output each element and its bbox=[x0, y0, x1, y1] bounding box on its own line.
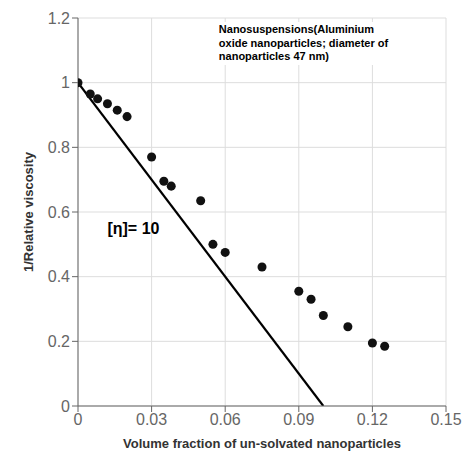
html-text:[η]= 10: [η]= 10 bbox=[107, 219, 160, 237]
svg-text:Volume fraction of un-solvated: Volume fraction of un-solvated nanoparti… bbox=[123, 436, 401, 451]
svg-text:0.06: 0.06 bbox=[210, 411, 241, 428]
svg-text:1/Relative viscosity: 1/Relative viscosity bbox=[21, 151, 36, 272]
html-text:Nanosuspensions(Aluminium oxid: Nanosuspensions(Aluminium oxide nanopart… bbox=[218, 22, 389, 63]
svg-text:0.15: 0.15 bbox=[430, 411, 461, 428]
svg-text:0.8: 0.8 bbox=[48, 139, 70, 156]
svg-text:0.6: 0.6 bbox=[48, 204, 70, 221]
svg-text:0: 0 bbox=[61, 398, 70, 415]
svg-text:0.09: 0.09 bbox=[283, 411, 314, 428]
svg-text:0.4: 0.4 bbox=[48, 268, 70, 285]
svg-text:0.03: 0.03 bbox=[136, 411, 167, 428]
svg-text:1: 1 bbox=[61, 74, 70, 91]
svg-text:0: 0 bbox=[74, 411, 83, 428]
svg-text:0.12: 0.12 bbox=[357, 411, 388, 428]
svg-text:1.2: 1.2 bbox=[48, 10, 70, 27]
svg-text:0.2: 0.2 bbox=[48, 333, 70, 350]
